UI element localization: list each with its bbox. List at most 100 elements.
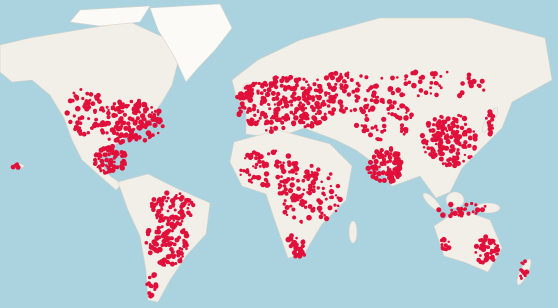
location-dot (258, 165, 262, 168)
location-dot (286, 177, 291, 182)
location-dot (324, 91, 328, 96)
location-dot (326, 82, 331, 87)
location-dot (339, 83, 344, 87)
location-dot (172, 198, 176, 202)
location-dot (292, 215, 297, 220)
location-dot (292, 113, 296, 116)
location-dot (334, 209, 338, 213)
location-dot (364, 113, 368, 117)
location-dot (273, 111, 277, 115)
location-dot (297, 103, 301, 108)
location-dot (129, 99, 134, 104)
location-dot (253, 120, 259, 127)
location-dot (390, 112, 395, 117)
location-dot (330, 195, 334, 200)
location-dot (464, 202, 469, 207)
location-dot (380, 170, 386, 176)
location-dot (399, 103, 405, 109)
location-dot (146, 281, 151, 286)
location-dot (187, 203, 191, 206)
location-dot (174, 262, 178, 265)
location-dot (153, 283, 159, 289)
location-dot (122, 152, 128, 158)
location-dot (147, 275, 152, 280)
location-dot (285, 213, 289, 217)
location-dot (344, 80, 347, 84)
location-dot (180, 247, 184, 251)
location-dot (275, 174, 281, 180)
location-dot (478, 259, 483, 265)
location-dot (463, 140, 468, 145)
location-dot (312, 185, 316, 189)
location-dot (373, 98, 380, 105)
location-dot (458, 210, 465, 217)
location-dot (448, 201, 454, 208)
location-dot (487, 123, 492, 128)
location-dot (312, 82, 317, 87)
location-dot (99, 158, 105, 164)
location-dot (317, 94, 323, 100)
location-dot (105, 131, 109, 135)
location-dot (162, 263, 166, 267)
location-dot (288, 74, 294, 80)
location-dot (157, 121, 162, 125)
location-dot (151, 197, 157, 202)
location-dot (482, 88, 486, 92)
location-dot (384, 150, 390, 156)
location-dot (156, 108, 162, 114)
location-dot (486, 245, 490, 250)
location-dot (314, 176, 318, 180)
location-dot (146, 131, 151, 137)
location-dot (381, 123, 387, 129)
location-dot (522, 262, 525, 266)
location-dot (160, 124, 165, 129)
location-dot (156, 225, 161, 230)
location-dot (257, 154, 261, 158)
location-dot (242, 169, 246, 173)
location-dot (374, 124, 378, 128)
location-dot (170, 229, 174, 233)
location-dot (297, 118, 304, 125)
location-dot (425, 120, 432, 127)
location-dot (339, 85, 344, 90)
location-dot (184, 240, 187, 244)
location-dot (446, 158, 450, 163)
location-dot (327, 92, 331, 95)
location-dot (297, 77, 302, 82)
location-dot (298, 202, 302, 206)
location-dot (122, 112, 127, 117)
location-dot (290, 195, 296, 201)
location-dot (111, 130, 117, 135)
location-dot (259, 114, 263, 117)
location-dot (295, 236, 298, 240)
location-dot (149, 292, 155, 298)
location-dot (451, 123, 456, 129)
location-dot (354, 87, 360, 93)
location-dot (270, 90, 276, 96)
location-dot (284, 76, 289, 81)
location-dot (387, 112, 391, 115)
location-dot (387, 154, 391, 157)
location-dot (306, 123, 310, 128)
location-dot (474, 207, 481, 213)
location-dot (376, 137, 381, 142)
location-dot (118, 133, 124, 139)
location-dot (116, 137, 120, 141)
location-dot (284, 205, 290, 210)
location-dot (106, 120, 111, 126)
location-dot (428, 152, 433, 157)
location-dot (264, 91, 271, 98)
location-dot (296, 178, 300, 183)
location-dot (455, 133, 459, 137)
location-dot (367, 171, 371, 174)
location-dot (281, 125, 286, 131)
location-dot (373, 158, 379, 165)
location-dot (324, 197, 328, 201)
location-dot (180, 229, 186, 235)
location-dot (251, 81, 256, 87)
location-dot (280, 175, 283, 179)
location-dot (361, 128, 367, 134)
location-dot (317, 83, 323, 89)
location-dot (107, 137, 111, 141)
location-dot (432, 123, 436, 127)
